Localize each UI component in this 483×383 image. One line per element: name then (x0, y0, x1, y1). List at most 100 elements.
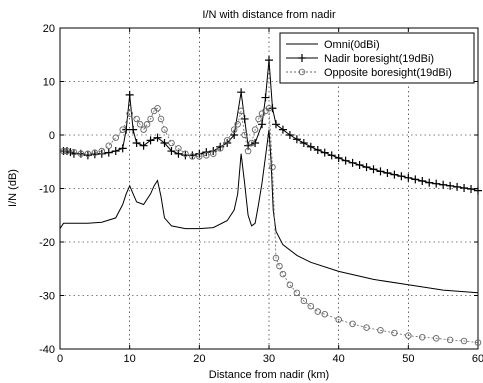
y-tick-label: -10 (39, 184, 55, 196)
data-point (376, 167, 385, 176)
data-point (122, 125, 131, 134)
legend: Omni(0dBi) Nadir boresight(19dBi) Opposite… (279, 32, 475, 84)
data-point (136, 121, 144, 128)
data-point (363, 324, 370, 331)
chart-title: I/N with distance from nadir (202, 9, 336, 21)
data-point (405, 332, 412, 339)
data-point (132, 139, 141, 148)
data-point (306, 142, 315, 151)
data-point (432, 179, 441, 188)
data-point (240, 114, 249, 123)
data-point (341, 156, 350, 165)
data-point (432, 335, 440, 342)
x-tick-label: 0 (57, 353, 63, 365)
data-point (203, 152, 210, 159)
data-point (255, 115, 262, 123)
data-point (70, 148, 78, 156)
data-point (391, 329, 398, 337)
y-tick-label: -40 (39, 344, 55, 356)
data-point (327, 151, 336, 160)
y-tick-label: 0 (49, 130, 55, 142)
data-point (112, 134, 119, 141)
data-point (105, 142, 113, 149)
y-tick-label: 10 (43, 77, 55, 89)
y-tick-label: -30 (39, 291, 55, 303)
series-line (59, 129, 479, 294)
legend-marker (298, 54, 306, 62)
data-point (63, 147, 71, 155)
y-axis-label: I/N (dB) (7, 169, 19, 207)
data-point (271, 120, 280, 129)
data-point (285, 131, 294, 139)
data-point (265, 56, 273, 65)
data-point (268, 104, 277, 113)
legend-item: Opposite boresight(19dBi) (286, 67, 452, 79)
legend-marker (298, 68, 306, 76)
data-point (369, 165, 378, 174)
data-point (293, 289, 301, 297)
data-point (362, 163, 371, 172)
series-3 (60, 104, 482, 346)
data-point (210, 150, 217, 157)
data-point (460, 183, 469, 192)
data-point (276, 262, 283, 270)
data-point (278, 125, 287, 134)
x-tick-label: 40 (333, 353, 345, 365)
data-point (84, 150, 92, 157)
data-point (251, 139, 260, 148)
data-point (189, 153, 196, 160)
data-point (349, 320, 356, 328)
data-point (425, 178, 434, 187)
data-point (175, 145, 182, 152)
data-point (133, 115, 140, 123)
data-point (314, 308, 322, 315)
data-point (355, 160, 364, 169)
y-tick-label: 20 (43, 23, 55, 35)
data-point (269, 163, 276, 171)
data-point (467, 185, 476, 194)
y-tick-label: -20 (39, 237, 55, 249)
series-2 (59, 56, 482, 195)
data-point (258, 120, 267, 129)
data-point (153, 133, 162, 142)
data-point (418, 177, 427, 186)
x-tick-label: 60 (472, 353, 483, 365)
data-point (241, 131, 248, 139)
data-point (265, 104, 273, 112)
data-point (140, 126, 147, 133)
data-point (223, 137, 231, 144)
data-point (272, 254, 280, 262)
data-point (237, 88, 246, 97)
data-point (230, 126, 238, 133)
data-point (154, 104, 161, 112)
data-point (216, 145, 224, 152)
data-point (390, 170, 399, 179)
data-point (307, 302, 315, 310)
data-point (439, 180, 448, 189)
data-point (279, 270, 287, 278)
data-point (91, 149, 99, 156)
data-point (321, 310, 328, 318)
data-point (167, 147, 176, 156)
series-layer (59, 56, 482, 346)
ticks-layer: 0 10 20 30 40 50 60 -40 -30 -20 -10 0 10 20 (39, 23, 483, 365)
legend-label: Omni(0dBi) (324, 39, 380, 51)
data-point (168, 139, 175, 147)
data-point (118, 144, 127, 153)
series-line (63, 107, 479, 343)
data-point (77, 150, 85, 157)
legend-item: Omni(0dBi) (286, 39, 380, 51)
data-point (182, 150, 189, 157)
data-point (377, 327, 384, 334)
data-point (139, 141, 148, 150)
data-point (111, 147, 120, 156)
data-point (161, 126, 168, 133)
x-tick-label: 50 (402, 353, 414, 365)
data-point (299, 139, 308, 148)
data-point (196, 153, 203, 160)
legend-label: Opposite boresight(19dBi) (324, 67, 452, 79)
data-point (286, 281, 294, 289)
data-point (129, 125, 138, 134)
data-point (348, 158, 357, 167)
